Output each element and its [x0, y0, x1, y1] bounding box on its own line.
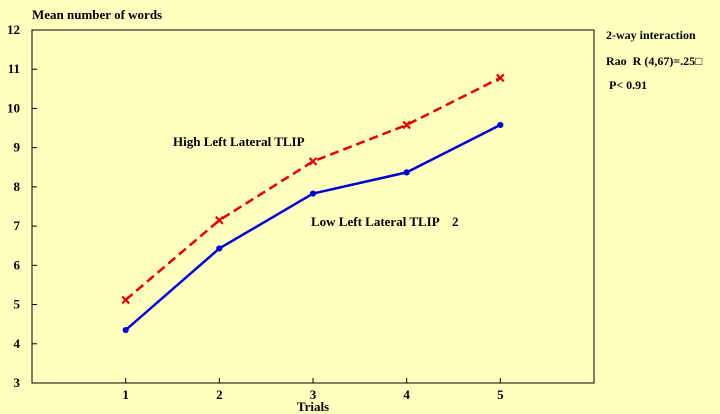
annotation-interaction: 2-way interaction — [606, 28, 696, 42]
data-point-s0-p2 — [308, 157, 318, 166]
y-tick-label: 10 — [7, 100, 20, 115]
y-tick-label: 7 — [14, 218, 21, 233]
annotation-rao: Rao R (4,67)=.25□ — [606, 54, 702, 68]
y-tick-label: 6 — [14, 257, 21, 272]
x-axis: 1 2 3 4 5 — [122, 378, 504, 402]
data-point-s1-p1 — [216, 245, 223, 252]
data-point-s1-p3 — [403, 169, 410, 176]
data-point-s0-p1 — [215, 215, 224, 225]
data-point-s1-p0 — [122, 326, 129, 334]
data-point-s0-p4 — [496, 73, 505, 83]
x-tick-label: 1 — [122, 387, 129, 402]
y-tick-label: 9 — [14, 140, 21, 155]
y-tick-label: 4 — [14, 336, 21, 351]
y-axis-label: Mean number of words — [32, 7, 162, 22]
plot-area — [31, 29, 595, 384]
y-tick-label: 11 — [8, 61, 20, 76]
y-tick-label: 5 — [14, 297, 21, 312]
x-tick-label: 5 — [497, 387, 504, 402]
data-point-s1-p2 — [309, 190, 317, 197]
series-line-0 — [124, 76, 501, 301]
data-point-s1-p4 — [497, 121, 504, 129]
y-tick-label: 12 — [7, 22, 20, 37]
annotation-p-value: P< 0.91 — [609, 78, 647, 92]
y-tick-label: 8 — [14, 179, 21, 194]
x-tick-label: 3 — [310, 387, 317, 402]
y-tick-label: 3 — [14, 375, 21, 390]
series-label-high: High Left Lateral TLIP — [173, 134, 305, 149]
y-axis: 3 4 5 6 7 8 9 10 11 12 — [7, 22, 37, 390]
x-tick-label: 4 — [403, 387, 410, 402]
x-axis-label: Trials — [297, 399, 329, 414]
series-label-low: Low Left Lateral TLIP 2 — [311, 214, 458, 229]
data-point-s0-p3 — [402, 120, 411, 130]
data-point-s0-p0 — [121, 295, 130, 305]
x-tick-label: 2 — [216, 387, 223, 402]
series-layer — [121, 73, 505, 334]
